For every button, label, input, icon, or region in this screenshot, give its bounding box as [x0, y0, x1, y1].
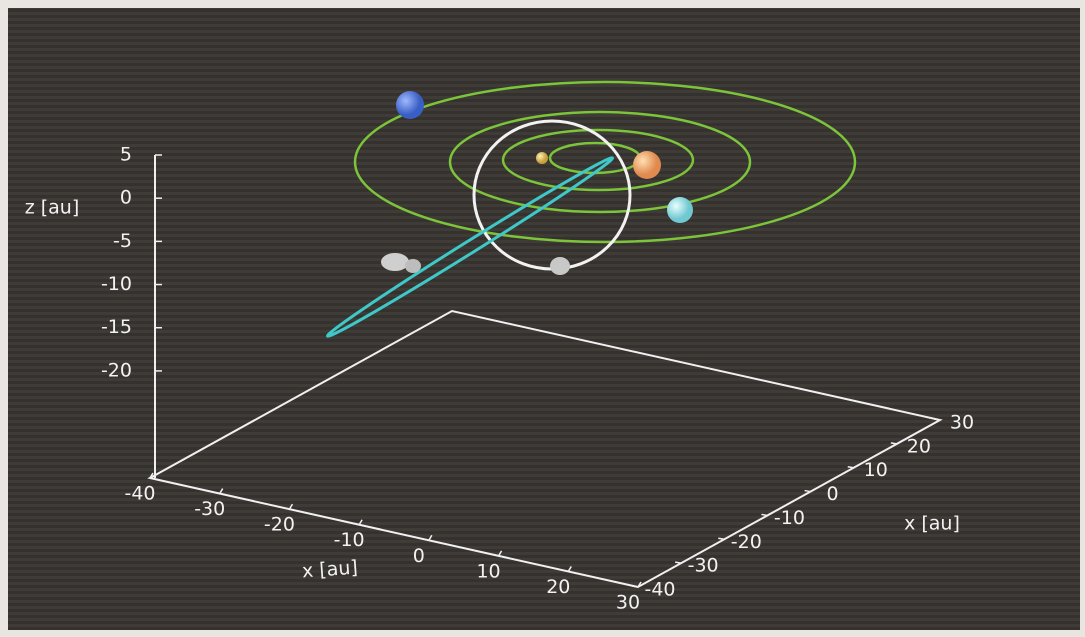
y-tick: [848, 467, 854, 468]
y-tick-label: 10: [864, 459, 888, 481]
x-tick-label: -30: [194, 498, 225, 520]
background: [8, 8, 1080, 630]
z-axis-label: z [au]: [25, 197, 80, 219]
x-tick-label: 30: [616, 592, 640, 614]
comet: [550, 257, 570, 275]
y-tick: [891, 443, 897, 444]
y-tick: [632, 586, 638, 587]
y-tick-label: -30: [688, 555, 719, 577]
y-tick-label: 30: [950, 412, 974, 434]
x-axis-label: x [au]: [301, 557, 358, 583]
x-tick-label: -10: [334, 529, 365, 551]
y-tick: [761, 514, 767, 515]
comet: [405, 259, 421, 273]
planet: [667, 197, 693, 223]
x-tick-label: -20: [264, 514, 295, 536]
planet: [396, 91, 424, 119]
x-tick-label: 0: [413, 545, 425, 567]
z-tick-label: -5: [113, 230, 132, 252]
z-tick-label: -10: [101, 273, 132, 295]
y-tick: [934, 419, 940, 420]
z-tick-label: -20: [101, 359, 132, 381]
y-tick: [805, 491, 811, 492]
x-tick-label: 10: [476, 560, 500, 582]
planet: [633, 151, 661, 179]
y-tick-label: -20: [731, 531, 762, 553]
y-tick-label: -40: [644, 579, 675, 601]
x-tick-label: -40: [124, 483, 155, 505]
y-tick-label: 0: [827, 483, 839, 505]
z-tick-label: 5: [120, 144, 132, 166]
planet: [536, 152, 548, 164]
y-tick: [718, 538, 724, 539]
y-axis-label: x [au]: [904, 513, 960, 535]
chart: -40-30-20-100102030-40-30-20-10010203050…: [0, 0, 1085, 637]
z-tick-label: 0: [120, 187, 132, 209]
y-tick-label: -10: [774, 507, 805, 529]
comet: [381, 253, 409, 271]
page: -40-30-20-100102030-40-30-20-10010203050…: [0, 0, 1085, 637]
y-tick-label: 20: [907, 435, 931, 457]
z-tick-label: -15: [101, 316, 132, 338]
x-tick-label: 20: [546, 576, 570, 598]
y-tick: [675, 562, 681, 563]
